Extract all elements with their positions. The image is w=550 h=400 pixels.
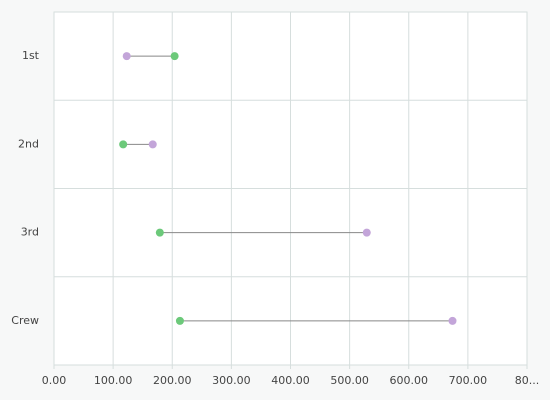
- x-tick-label: 200.00: [153, 374, 192, 387]
- x-tick-label: 0.00: [42, 374, 67, 387]
- dot: [175, 316, 184, 325]
- y-tick-label: Crew: [11, 314, 39, 327]
- dot: [362, 228, 371, 237]
- dot: [448, 316, 457, 325]
- dot: [119, 140, 128, 149]
- y-tick-label: 3rd: [21, 226, 39, 239]
- y-tick-label: 2nd: [18, 137, 39, 150]
- dot: [122, 52, 131, 61]
- dot: [148, 140, 157, 149]
- x-tick-label: 700.00: [449, 374, 488, 387]
- dot: [155, 228, 164, 237]
- x-tick-label: 500.00: [330, 374, 369, 387]
- x-tick-label: 300.00: [212, 374, 251, 387]
- y-tick-label: 1st: [22, 49, 40, 62]
- x-tick-label: 80...: [515, 374, 540, 387]
- x-tick-label: 100.00: [94, 374, 133, 387]
- x-tick-label: 400.00: [271, 374, 310, 387]
- dot: [170, 52, 179, 61]
- x-tick-label: 600.00: [390, 374, 429, 387]
